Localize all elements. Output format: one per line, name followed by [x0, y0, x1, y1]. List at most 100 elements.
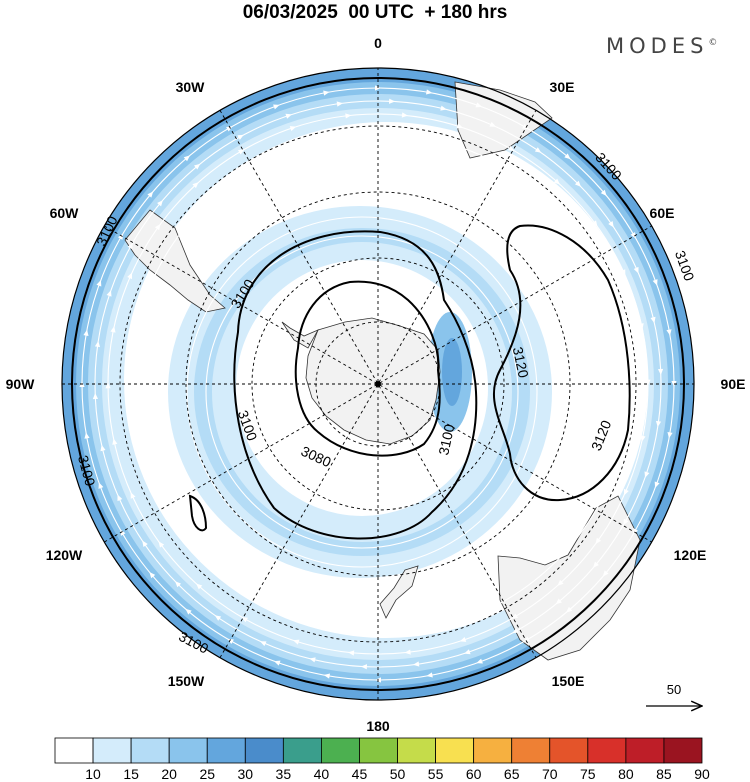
colorbar-swatch [92, 737, 132, 764]
colorbar-swatch [206, 737, 246, 764]
colorbar-swatch [511, 737, 551, 764]
lat-circle-4 [119, 125, 637, 643]
longitude-label-90e: 90E [721, 376, 746, 392]
wind-arrowhead [154, 223, 161, 231]
wind-arrowhead [595, 537, 602, 545]
wind-arrowhead [226, 126, 233, 132]
wind-arrowhead [158, 541, 165, 548]
longitude-label-30e: 30E [550, 79, 575, 95]
wind-arrowhead [523, 636, 530, 642]
contour-3100-outer [71, 77, 685, 691]
wind-arrowhead [194, 163, 201, 170]
wind-arrowhead [633, 266, 639, 274]
colorbar-tick-label: 75 [580, 766, 596, 782]
wind-arrowhead [83, 329, 89, 337]
australia-land [497, 495, 641, 661]
colorbar-swatch [473, 737, 513, 764]
wind-arrowhead [475, 102, 483, 108]
colorbar-swatch [168, 737, 208, 764]
contour-3120 [492, 224, 631, 502]
wind-arrowhead [117, 494, 123, 502]
wind-arrowhead [360, 664, 368, 670]
wind-arrowhead [644, 471, 650, 478]
fill-jet-core-inner [442, 338, 462, 406]
wind-arrowhead [149, 572, 156, 579]
wind-arrowhead [632, 528, 639, 535]
wind-arrowhead [388, 98, 396, 104]
wind-arrowhead [401, 112, 408, 118]
contour-label: 3100 [435, 423, 457, 457]
wind-arrowhead [130, 492, 136, 499]
contour-small-loop [188, 494, 208, 532]
wind-arrowhead [511, 613, 519, 619]
wind-arrowhead [645, 379, 651, 386]
colorbar-swatch [587, 737, 627, 764]
wind-arrowhead [623, 518, 629, 526]
wind-arrowhead [237, 134, 244, 140]
wind-arrowhead [476, 658, 483, 664]
wind-arrowhead [667, 431, 673, 439]
wind-arrowhead [654, 481, 660, 489]
colorbar-tick-label: 40 [314, 766, 330, 782]
colorbar-swatch [359, 737, 398, 764]
wind-arrowhead [564, 153, 571, 160]
colorbar-tick-label: 45 [352, 766, 368, 782]
wind-arrowhead [273, 660, 281, 666]
wind-arrowhead [192, 182, 199, 189]
contour-label: 3100 [75, 453, 99, 487]
wind-arrowhead [309, 657, 316, 663]
longitude-labels: 0 30E 60E 90E 120E 150E 180 150W 120W 90W 60W 30W [6, 35, 746, 734]
wind-arrowhead [185, 608, 192, 615]
colorbar-swatch [321, 737, 360, 764]
south-pole-marker [375, 381, 381, 387]
colorbar-tick-label: 60 [466, 766, 482, 782]
colorbar-tick-label: 90 [694, 766, 710, 782]
wind-arrowhead [323, 673, 331, 679]
contour-3080 [294, 280, 441, 457]
wind-arrowhead [489, 121, 497, 127]
modes-logo: MODES© [606, 34, 717, 58]
wind-arrowhead [127, 242, 133, 250]
wind-arrowhead [84, 432, 90, 439]
wind-arrowhead [241, 617, 248, 623]
wind-arrowhead [522, 123, 529, 130]
wind-arrowhead [336, 101, 343, 107]
wind-arrowhead [127, 272, 133, 280]
longitude-label-120w: 120W [46, 547, 83, 563]
wind-arrowhead [426, 672, 433, 678]
wind-arrowhead [512, 628, 519, 634]
wind-arrowhead [464, 649, 471, 655]
wind-arrowhead [147, 191, 154, 198]
colorbar-swatch [435, 737, 475, 764]
colorbar-tick-label: 25 [199, 766, 215, 782]
wind-arrowhead [666, 329, 672, 336]
wind-arrowhead [183, 155, 190, 162]
colorbar-tick-label: 35 [276, 766, 292, 782]
longitude-label-30w: 30W [176, 79, 206, 95]
wind-arrowhead [94, 340, 101, 348]
streamline-6 [205, 235, 519, 549]
wind-arrowhead [100, 444, 106, 452]
wind-arrowhead [196, 583, 203, 590]
wind-arrowhead [620, 269, 626, 276]
africa-land [454, 81, 553, 159]
wind-arrowhead [96, 279, 102, 287]
wind-arrowhead [92, 393, 99, 400]
map-border [61, 67, 695, 701]
wind-arrowhead [593, 561, 599, 568]
wind-arrowhead [117, 233, 124, 240]
wind-arrowhead [655, 420, 662, 428]
longitude-label-0: 0 [374, 35, 382, 51]
wind-arrowhead [650, 316, 656, 324]
colorbar-tick-label: 65 [504, 766, 520, 782]
wind-arrowhead [630, 232, 636, 239]
wind-arrowhead [404, 649, 411, 655]
wind-arrowhead [112, 438, 118, 445]
wind-arrowhead [98, 482, 104, 489]
wind-arrowhead [640, 435, 646, 442]
wind-arrowhead [106, 290, 112, 297]
wind-arrowhead [553, 178, 560, 185]
wind-arrowhead [142, 540, 148, 547]
south-america-land [124, 209, 226, 313]
wind-arrowhead [602, 570, 609, 577]
